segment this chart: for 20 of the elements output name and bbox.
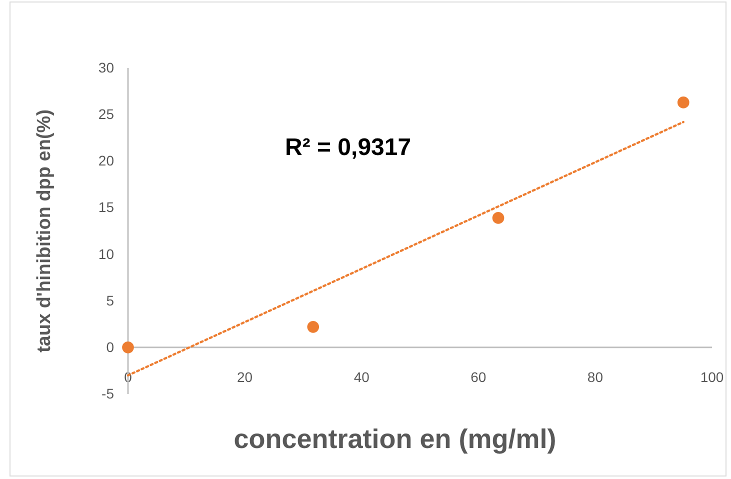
y-tick-label: 0	[106, 338, 114, 355]
y-axis-title: taux d'hinibition dpp en(%)	[34, 109, 55, 353]
x-tick-label: 40	[354, 369, 370, 385]
x-tick-label: 80	[587, 369, 604, 385]
y-tick-label: 20	[98, 152, 114, 169]
y-tick-label: 30	[98, 59, 114, 76]
x-tick-label: 60	[470, 369, 486, 385]
y-tick-label: -5	[102, 385, 114, 402]
x-tick-label: 100	[700, 369, 724, 385]
y-tick-label: 5	[106, 292, 114, 308]
y-tick-label: 10	[98, 246, 114, 262]
point	[122, 342, 134, 354]
point	[677, 96, 690, 108]
x-axis-title: concentration en (mg/ml)	[234, 424, 556, 454]
y-tick-label: 15	[98, 199, 114, 216]
annotation: R² = 0,9317	[285, 134, 412, 161]
y-tick-label: 25	[98, 106, 114, 122]
x-tick-label: 20	[237, 369, 253, 385]
point	[307, 321, 320, 333]
point	[492, 212, 504, 224]
